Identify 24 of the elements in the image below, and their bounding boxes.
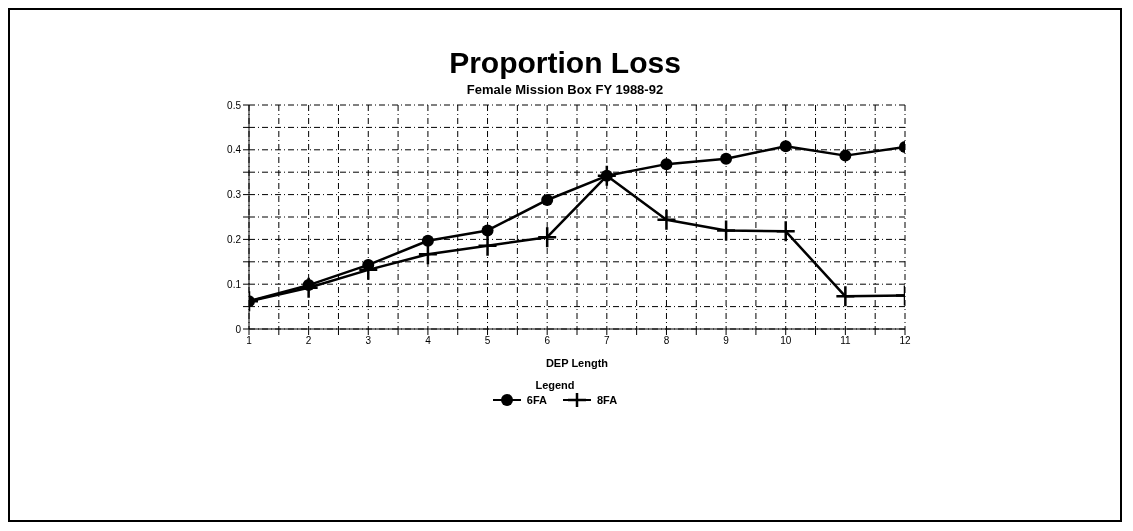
legend-title: Legend (534, 379, 576, 391)
x-tick-label: 12 (899, 335, 911, 347)
x-tick-label: 7 (604, 335, 611, 347)
x-tick-label: 9 (723, 335, 730, 347)
x-tick-label: 10 (780, 335, 792, 347)
legend-label: 6FA (526, 394, 547, 406)
y-tick-label: 0.4 (227, 144, 242, 156)
y-tick-label: 0.5 (227, 99, 242, 111)
x-tick-label: 6 (544, 335, 551, 347)
chart-subtitle: Female Mission Box FY 1988-92 (465, 82, 665, 97)
y-tick-label: 0.1 (227, 278, 242, 290)
x-axis-title: DEP Length (545, 357, 609, 369)
y-tick-label: 0 (235, 323, 242, 335)
x-tick-label: 11 (840, 335, 851, 347)
x-tick-label: 1 (246, 335, 253, 347)
legend-label: 8FA (597, 394, 618, 406)
y-tick-label: 0.2 (227, 233, 242, 245)
x-tick-label: 5 (484, 335, 491, 347)
x-tick-label: 8 (663, 335, 670, 347)
y-tick-label: 0.3 (227, 189, 242, 201)
x-tick-label: 4 (425, 335, 432, 347)
x-tick-label: 3 (365, 335, 372, 347)
x-tick-label: 2 (305, 335, 312, 347)
chart-title: Proportion Loss (448, 46, 682, 80)
